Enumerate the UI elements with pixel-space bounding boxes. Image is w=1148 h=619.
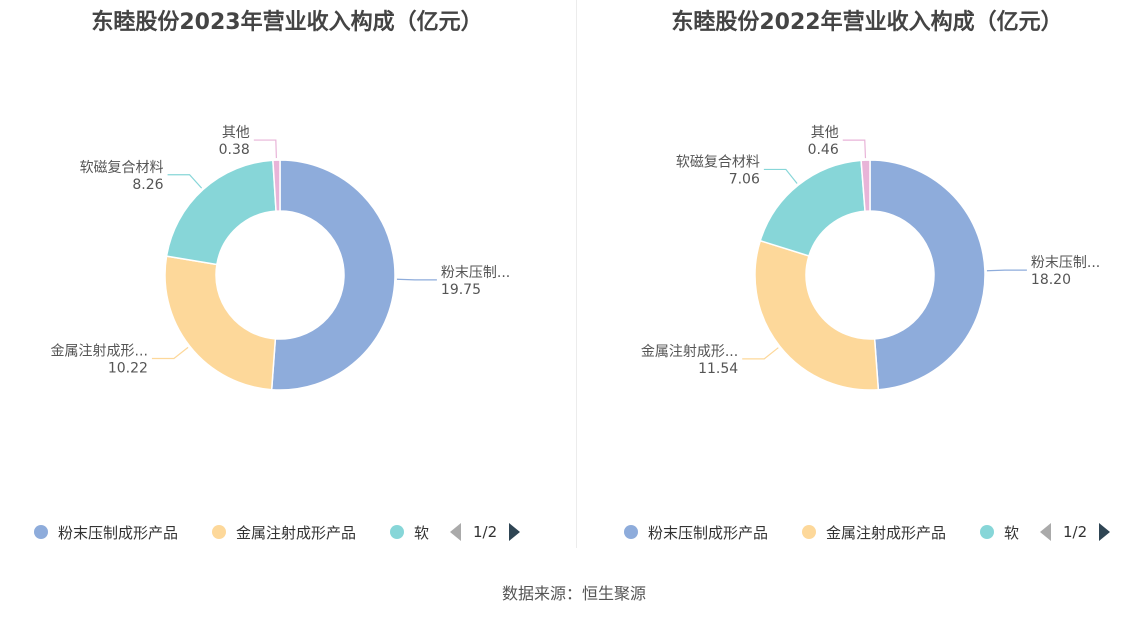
slice-category-label: 其他 <box>811 125 839 141</box>
label-leader-line <box>151 346 189 360</box>
next-page-icon[interactable] <box>509 523 521 541</box>
legend-label: 软 <box>1004 523 1020 542</box>
legend-marker <box>624 525 638 539</box>
pie-slice[interactable] <box>869 159 986 391</box>
legend-label: 金属注射成形产品 <box>236 523 357 542</box>
pie-slice[interactable] <box>272 159 281 212</box>
panel-divider <box>576 0 577 548</box>
label-leader-line <box>167 174 203 189</box>
legend-marker <box>34 525 48 539</box>
legend-item[interactable]: 粉末压制成形产品 <box>34 520 178 544</box>
slice-value-label: 18.20 <box>1031 272 1071 288</box>
legend-item[interactable]: 金属注射成形产品 <box>802 520 946 544</box>
slice-value-label: 10.22 <box>108 360 148 376</box>
legend-page-indicator: 1/2 <box>1063 523 1088 541</box>
legend-label: 粉末压制成形产品 <box>58 523 179 542</box>
prev-page-icon[interactable] <box>1040 523 1051 541</box>
label-leader-line <box>253 139 277 159</box>
prev-page-icon[interactable] <box>450 523 461 541</box>
slice-value-label: 0.38 <box>219 142 250 158</box>
legend-marker <box>980 525 994 539</box>
legend-marker <box>802 525 816 539</box>
chart-panel-2023: 东睦股份2023年营业收入构成（亿元） 粉末压制... 19.75 金属注射成形..… <box>0 0 574 560</box>
legend-label: 软 <box>414 523 430 542</box>
pie-slice[interactable] <box>860 159 871 212</box>
legend-label: 金属注射成形产品 <box>826 523 947 542</box>
slice-value-label: 19.75 <box>441 282 481 298</box>
legend-item[interactable]: 金属注射成形产品 <box>212 520 356 544</box>
legend-label: 粉末压制成形产品 <box>648 523 769 542</box>
legend-page-indicator: 1/2 <box>473 523 498 541</box>
legend-marker <box>212 525 226 539</box>
legend-item[interactable]: 软 <box>390 520 429 544</box>
slice-value-label: 0.46 <box>808 142 839 158</box>
label-leader-line <box>396 278 437 281</box>
slice-category-label: 其他 <box>222 125 250 141</box>
label-leader-line <box>986 269 1027 272</box>
legend: 粉末压制成形产品 金属注射成形产品 软 1/2 <box>0 520 574 544</box>
legend-item[interactable]: 粉末压制成形产品 <box>624 520 768 544</box>
slice-category-label: 粉末压制... <box>1031 255 1100 271</box>
legend: 粉末压制成形产品 金属注射成形产品 软 1/2 <box>580 520 1148 544</box>
slice-value-label: 11.54 <box>698 361 738 377</box>
legend-marker <box>390 525 404 539</box>
legend-pager: 1/2 <box>450 520 521 544</box>
label-leader-line <box>763 168 798 184</box>
next-page-icon[interactable] <box>1099 523 1111 541</box>
slice-value-label: 8.26 <box>132 177 163 193</box>
data-source-note: 数据来源：恒生聚源 <box>501 584 646 603</box>
chart-title: 东睦股份2022年营业收入构成（亿元） <box>671 10 1063 35</box>
label-leader-line <box>842 139 867 159</box>
label-leader-line <box>742 347 779 360</box>
pie-slice[interactable] <box>164 255 277 391</box>
chart-panel-2022: 东睦股份2022年营业收入构成（亿元） 粉末压制... 18.20 金属注射成形..… <box>580 0 1148 560</box>
slice-category-label: 金属注射成形... <box>51 343 148 359</box>
slice-category-label: 金属注射成形... <box>641 344 738 360</box>
chart-title: 东睦股份2023年营业收入构成（亿元） <box>91 10 483 35</box>
slice-category-label: 软磁复合材料 <box>80 159 164 176</box>
pie-slice[interactable] <box>270 159 396 391</box>
slice-category-label: 软磁复合材料 <box>676 153 760 170</box>
legend-pager: 1/2 <box>1040 520 1111 544</box>
pie-slice[interactable] <box>165 159 277 266</box>
slice-category-label: 粉末压制... <box>441 265 510 281</box>
pie-slice[interactable] <box>754 239 880 391</box>
slice-value-label: 7.06 <box>729 171 760 187</box>
pie-slice[interactable] <box>759 159 866 257</box>
legend-item[interactable]: 软 <box>980 520 1019 544</box>
